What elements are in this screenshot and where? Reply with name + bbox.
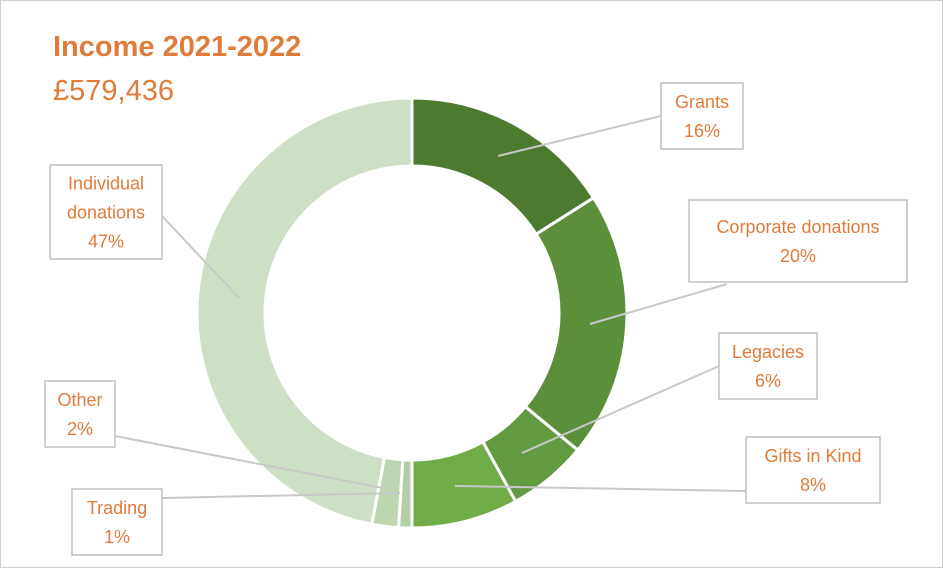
callout-label: Gifts in Kind xyxy=(764,446,861,466)
callout-value: 16% xyxy=(684,121,720,141)
slices-layer xyxy=(195,96,629,530)
callout-legacies: Legacies 6% xyxy=(718,332,818,400)
callout-label: Trading xyxy=(87,498,147,518)
leader-line-legacies xyxy=(521,365,720,454)
callout-box xyxy=(745,436,881,504)
leader-line-corporate-donations xyxy=(589,283,728,325)
chart-title: Income 2021-2022 xyxy=(53,31,302,63)
leader-lines-layer xyxy=(114,115,747,499)
callout-box xyxy=(44,380,116,448)
callout-label: Individual xyxy=(68,173,144,193)
callout-label: Grants xyxy=(675,92,729,112)
leader-line-grants xyxy=(497,115,662,157)
callout-label: donations xyxy=(67,202,145,222)
callout-label: Corporate donations xyxy=(716,217,879,237)
callout-box xyxy=(718,332,818,400)
callout-value: 8% xyxy=(800,475,826,495)
callout-other: Other 2% xyxy=(44,380,116,448)
leader-line-gifts-in-kind xyxy=(454,485,747,492)
leader-line-other xyxy=(114,435,389,490)
callout-value: 1% xyxy=(104,527,130,547)
callout-label: Other xyxy=(57,390,102,410)
callouts-layer: Grants 16% Corporate donations 20% Legacies 6… xyxy=(44,82,908,556)
callout-value: 47% xyxy=(88,231,124,251)
leader-line-trading xyxy=(161,492,401,499)
callout-box xyxy=(688,199,908,283)
callout-value: 6% xyxy=(755,371,781,391)
callout-grants: Grants 16% xyxy=(660,82,744,150)
callout-individual-donations: Individual donations 47% xyxy=(49,164,163,260)
callout-label: Legacies xyxy=(732,342,804,362)
callout-box xyxy=(660,82,744,150)
callout-gifts-in-kind: Gifts in Kind 8% xyxy=(745,436,881,504)
callout-corporate-donations: Corporate donations 20% xyxy=(688,199,908,283)
callout-box xyxy=(71,488,163,556)
leader-line-individual-donations xyxy=(161,215,240,299)
callout-value: 2% xyxy=(67,419,93,439)
slice-individual-donations xyxy=(195,96,414,526)
callout-box xyxy=(49,164,163,260)
callout-value: 20% xyxy=(780,246,816,266)
slice-corporate-donations xyxy=(523,195,629,453)
callout-trading: Trading 1% xyxy=(71,488,163,556)
chart-subtitle: £579,436 xyxy=(53,75,174,107)
